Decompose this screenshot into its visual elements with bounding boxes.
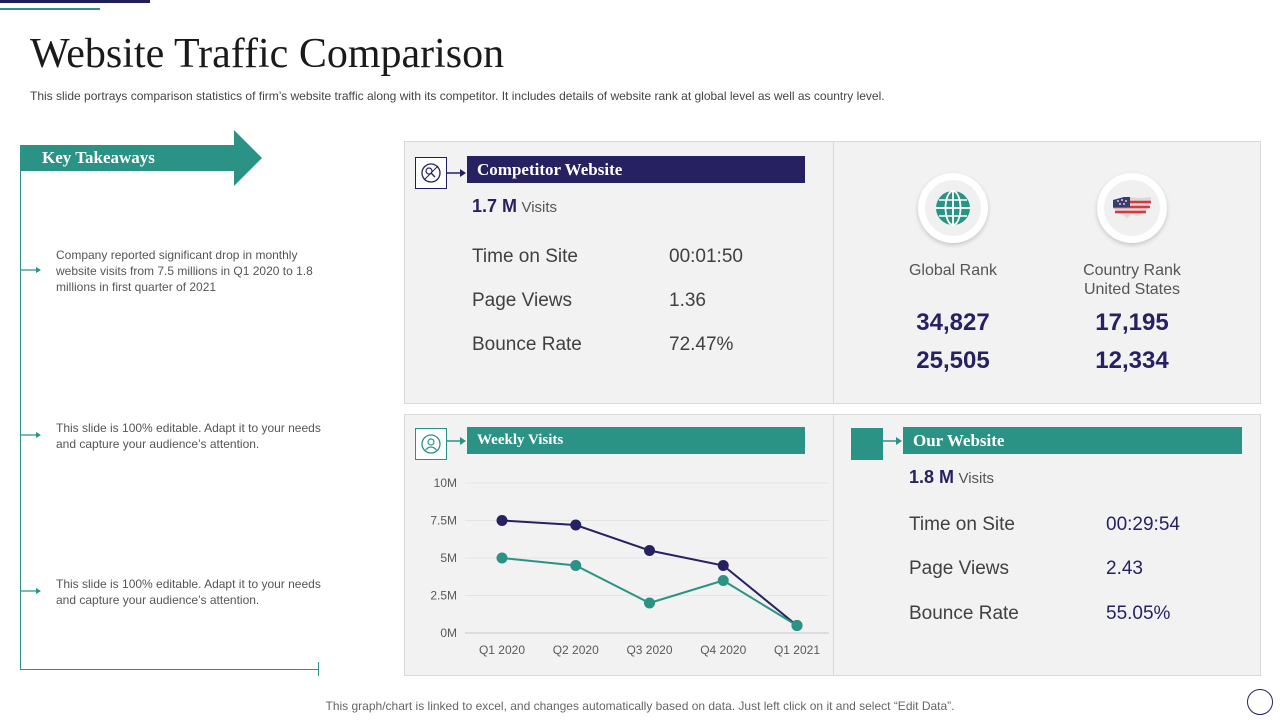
navigation-circle-icon[interactable] bbox=[1247, 689, 1273, 715]
takeaways-timeline bbox=[20, 170, 21, 670]
our-website-header: Our Website bbox=[903, 427, 1242, 454]
connector-arrow-icon bbox=[883, 437, 902, 445]
global-rank-value: 34,827 bbox=[916, 309, 990, 336]
data-point bbox=[717, 575, 729, 586]
country-rank-label: Country Rank United States bbox=[1052, 261, 1212, 299]
competitor-visits-value: 1.7 M bbox=[472, 196, 518, 216]
our-website-icon bbox=[851, 428, 883, 460]
competitor-panel bbox=[404, 141, 834, 404]
data-point bbox=[570, 519, 582, 531]
competitor-visits: 1.7 M Visits bbox=[472, 196, 557, 217]
data-point bbox=[570, 560, 582, 571]
key-takeaways-arrow bbox=[20, 130, 262, 186]
weekly-visits-chart: 0M 2.5M 5M 7.5M 10M Q1 2020 Q2 2020 Q3 2020 Q4 2… bbox=[430, 476, 829, 657]
our-metric-value: 55.05% bbox=[1106, 603, 1171, 624]
competitor-metric-value: 1.36 bbox=[669, 290, 706, 311]
our-visits-label: Visits bbox=[958, 470, 995, 487]
data-point bbox=[644, 597, 655, 609]
country-rank-label-line1: Country Rank bbox=[1083, 262, 1181, 279]
global-rank-label: Global Rank bbox=[908, 262, 998, 279]
key-takeaways-label: Key Takeaways bbox=[42, 148, 155, 167]
competitor-metric-label: Page Views bbox=[472, 290, 572, 311]
rank-panel bbox=[833, 141, 1261, 404]
competitor-metric-label: Bounce Rate bbox=[472, 334, 582, 355]
weekly-visits-icon bbox=[415, 428, 447, 460]
our-metric-value: 2.43 bbox=[1106, 558, 1143, 579]
takeaway-item: Company reported significant drop in mon… bbox=[56, 248, 313, 294]
country-rank-value: 12,334 bbox=[1095, 347, 1169, 374]
x-tick-label: Q1 2021 bbox=[774, 643, 820, 657]
connector-arrow-icon bbox=[447, 437, 466, 445]
series-line-0 bbox=[501, 519, 798, 627]
weekly-visits-header: Weekly Visits bbox=[467, 427, 805, 454]
takeaway-item: This slide is 100% editable. Adapt it to… bbox=[56, 577, 321, 607]
data-point bbox=[496, 552, 508, 564]
globe-icon bbox=[936, 190, 970, 226]
competitor-metric-label: Time on Site bbox=[472, 246, 578, 267]
x-tick-label: Q2 2020 bbox=[553, 643, 599, 657]
country-rank-label-line2: United States bbox=[1083, 281, 1181, 298]
top-accent-line bbox=[0, 0, 150, 3]
series-line-1 bbox=[501, 557, 798, 627]
top-accent-line-secondary bbox=[0, 8, 100, 10]
data-point bbox=[496, 515, 508, 526]
competitor-visits-label: Visits bbox=[521, 199, 558, 216]
bullet-arrow-icon bbox=[20, 588, 41, 594]
y-tick-label: 2.5M bbox=[430, 589, 457, 603]
competitor-website-icon bbox=[415, 157, 447, 189]
competitor-metric-value: 72.47% bbox=[669, 334, 734, 355]
our-visits-value: 1.8 M bbox=[909, 467, 955, 487]
page-title: Website Traffic Comparison bbox=[30, 31, 505, 77]
our-metric-label: Bounce Rate bbox=[909, 603, 1019, 624]
y-tick-label: 5M bbox=[440, 551, 457, 565]
country-rank-value: 17,195 bbox=[1095, 309, 1169, 336]
chart-footnote: This graph/chart is linked to excel, and… bbox=[325, 699, 955, 713]
data-point bbox=[717, 560, 729, 571]
takeaways-baseline-end bbox=[318, 662, 319, 676]
bullet-arrow-icon bbox=[20, 432, 41, 438]
global-rank-value: 25,505 bbox=[916, 347, 990, 374]
our-metric-label: Page Views bbox=[909, 558, 1009, 579]
data-point bbox=[791, 620, 803, 631]
connector-arrow-icon bbox=[447, 169, 466, 177]
y-tick-label: 7.5M bbox=[430, 514, 457, 528]
x-tick-label: Q3 2020 bbox=[626, 643, 672, 657]
country-rank-badge bbox=[1097, 173, 1167, 243]
our-website-panel bbox=[833, 414, 1261, 676]
competitor-website-header: Competitor Website bbox=[467, 156, 805, 183]
takeaways-baseline bbox=[20, 669, 319, 670]
y-tick-label: 10M bbox=[434, 476, 457, 490]
bullet-arrow-icon bbox=[20, 267, 41, 273]
our-metric-label: Time on Site bbox=[909, 514, 1015, 535]
data-point bbox=[644, 545, 655, 556]
global-rank-badge bbox=[918, 173, 988, 243]
x-tick-label: Q1 2020 bbox=[479, 643, 525, 657]
weekly-visits-panel bbox=[404, 414, 834, 676]
page-subtitle: This slide portrays comparison statistic… bbox=[30, 89, 885, 103]
x-tick-label: Q4 2020 bbox=[700, 643, 746, 657]
usa-flag-icon bbox=[1113, 197, 1151, 218]
takeaway-item: This slide is 100% editable. Adapt it to… bbox=[56, 421, 321, 451]
competitor-metric-value: 00:01:50 bbox=[669, 246, 743, 267]
y-tick-label: 0M bbox=[440, 626, 457, 640]
our-metric-value: 00:29:54 bbox=[1106, 514, 1180, 535]
our-visits: 1.8 M Visits bbox=[909, 467, 994, 488]
